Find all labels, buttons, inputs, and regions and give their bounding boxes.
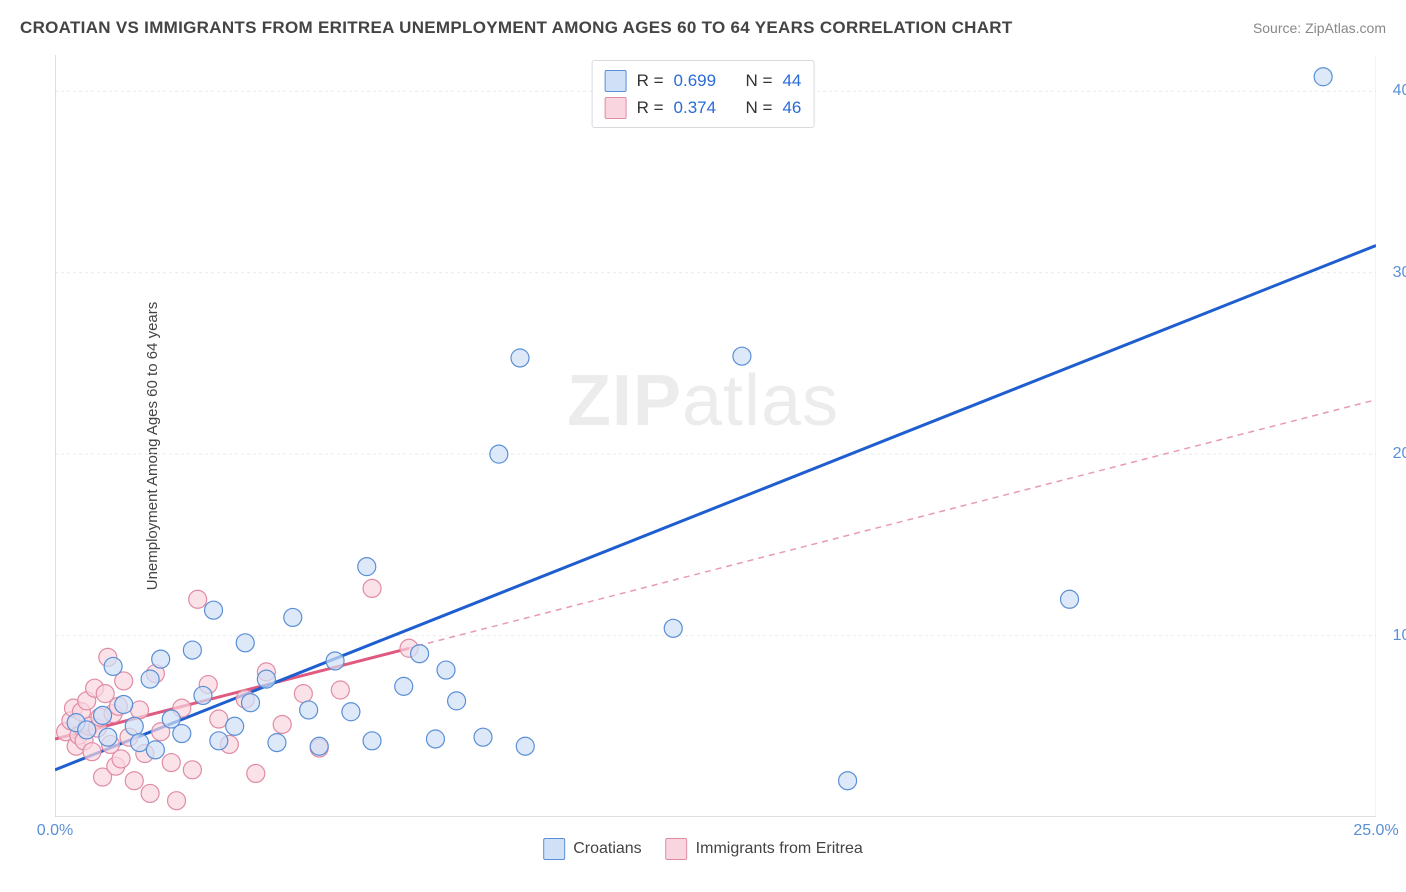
legend-item-croatians: Croatians (543, 838, 641, 860)
swatch-pink-icon (666, 838, 688, 860)
source-label: Source: (1253, 20, 1301, 36)
y-tick-label: 10.0% (1393, 627, 1406, 645)
chart-svg (55, 55, 1376, 817)
x-tick-label: 0.0% (37, 822, 73, 840)
n-value-blue: 44 (782, 67, 801, 94)
correlation-legend: R = 0.699 N = 44 R = 0.374 N = 46 (592, 60, 815, 128)
r-label: R = (637, 67, 664, 94)
r-value-pink: 0.374 (674, 94, 717, 121)
chart-title: CROATIAN VS IMMIGRANTS FROM ERITREA UNEM… (20, 18, 1013, 38)
correlation-row-pink: R = 0.374 N = 46 (605, 94, 802, 121)
n-value-pink: 46 (782, 94, 801, 121)
swatch-pink-icon (605, 97, 627, 119)
y-tick-label: 20.0% (1393, 445, 1406, 463)
chart-container: CROATIAN VS IMMIGRANTS FROM ERITREA UNEM… (0, 0, 1406, 892)
legend-label: Immigrants from Eritrea (696, 840, 863, 858)
legend-label: Croatians (573, 840, 641, 858)
y-tick-label: 30.0% (1393, 264, 1406, 282)
plot-area (55, 55, 1376, 817)
y-tick-label: 40.0% (1393, 82, 1406, 100)
swatch-blue-icon (605, 70, 627, 92)
correlation-row-blue: R = 0.699 N = 44 (605, 67, 802, 94)
r-label: R = (637, 94, 664, 121)
source-value: ZipAtlas.com (1305, 20, 1386, 36)
legend-item-eritrea: Immigrants from Eritrea (666, 838, 863, 860)
swatch-blue-icon (543, 838, 565, 860)
source-attribution: Source: ZipAtlas.com (1253, 20, 1386, 36)
n-label: N = (746, 94, 773, 121)
title-bar: CROATIAN VS IMMIGRANTS FROM ERITREA UNEM… (20, 18, 1386, 38)
r-value-blue: 0.699 (674, 67, 717, 94)
x-tick-label: 25.0% (1353, 822, 1398, 840)
n-label: N = (746, 67, 773, 94)
series-legend: Croatians Immigrants from Eritrea (543, 838, 863, 860)
